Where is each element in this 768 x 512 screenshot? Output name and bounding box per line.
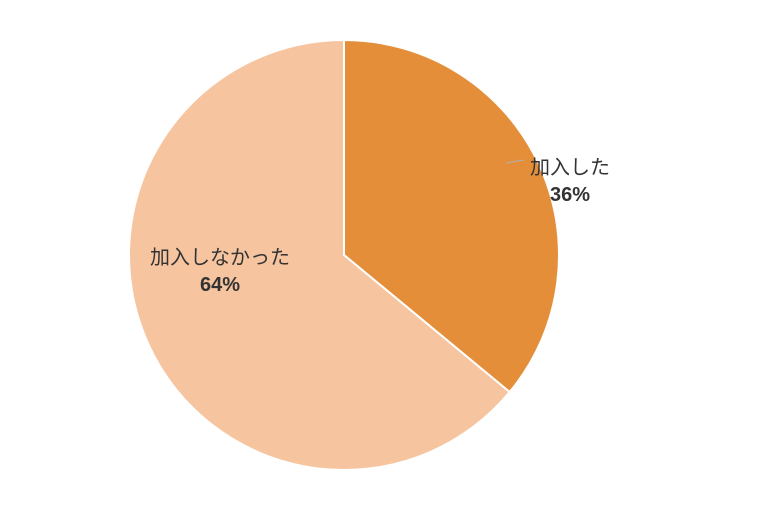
slice-label-joined: 加入した 36% [530,155,610,209]
slice-label-not-joined: 加入しなかった 64% [150,245,290,299]
pie-chart: 加入した 36% 加入しなかった 64% [0,0,768,512]
slice-percent-text: 36% [530,182,610,209]
slice-label-text: 加入しなかった [150,245,290,272]
slice-percent-text: 64% [150,272,290,299]
slice-label-text: 加入した [530,155,610,182]
pie-svg [0,0,768,512]
